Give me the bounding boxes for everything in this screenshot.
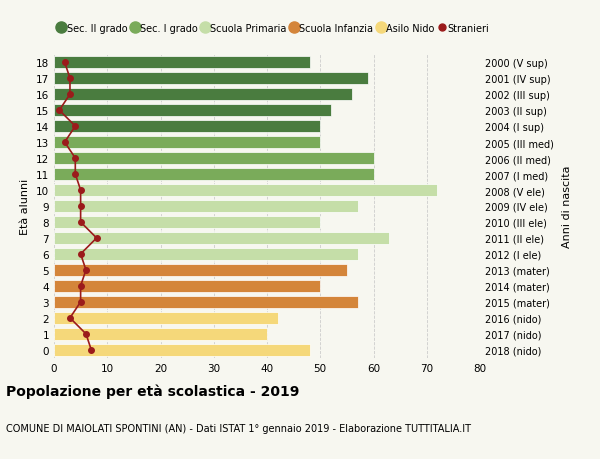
Bar bbox=[54, 312, 278, 324]
Bar bbox=[54, 185, 437, 196]
Bar bbox=[54, 57, 310, 69]
Text: Popolazione per età scolastica - 2019: Popolazione per età scolastica - 2019 bbox=[6, 383, 299, 398]
Bar bbox=[54, 328, 267, 340]
Bar bbox=[54, 105, 331, 117]
Bar bbox=[54, 137, 320, 149]
Bar bbox=[54, 121, 320, 133]
Y-axis label: Anni di nascita: Anni di nascita bbox=[562, 165, 572, 248]
Bar bbox=[54, 264, 347, 276]
Bar bbox=[54, 153, 373, 165]
Bar bbox=[54, 248, 358, 260]
Bar bbox=[54, 296, 358, 308]
Bar bbox=[54, 232, 389, 244]
Bar bbox=[54, 280, 320, 292]
Bar bbox=[54, 169, 373, 181]
Legend: Sec. II grado, Sec. I grado, Scuola Primaria, Scuola Infanzia, Asilo Nido, Stran: Sec. II grado, Sec. I grado, Scuola Prim… bbox=[59, 23, 489, 34]
Bar bbox=[54, 73, 368, 85]
Text: COMUNE DI MAIOLATI SPONTINI (AN) - Dati ISTAT 1° gennaio 2019 - Elaborazione TUT: COMUNE DI MAIOLATI SPONTINI (AN) - Dati … bbox=[6, 424, 471, 433]
Bar bbox=[54, 344, 310, 356]
Bar bbox=[54, 201, 358, 213]
Bar bbox=[54, 217, 320, 229]
Y-axis label: Età alunni: Età alunni bbox=[20, 179, 31, 235]
Bar bbox=[54, 89, 352, 101]
